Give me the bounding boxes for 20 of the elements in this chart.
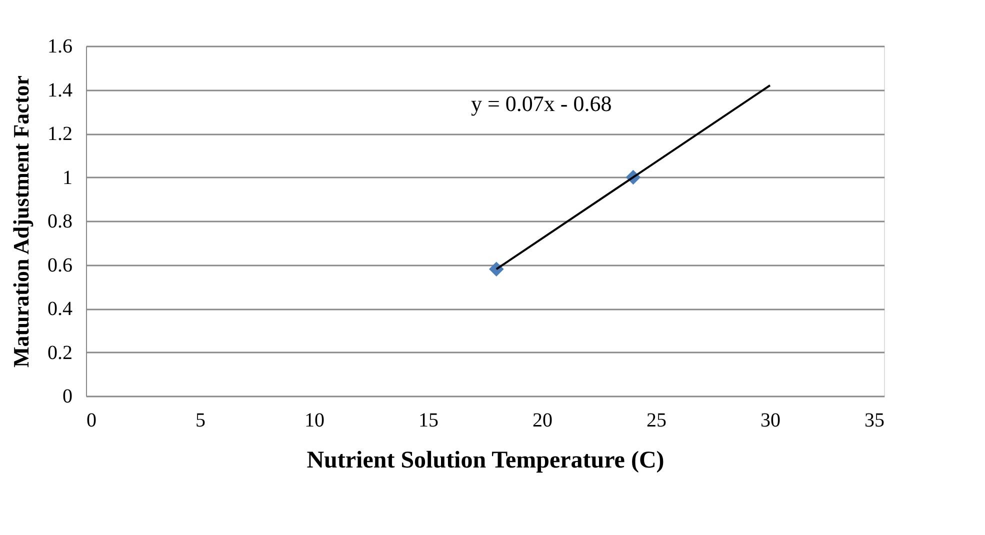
y-tick-label: 1 — [62, 166, 72, 189]
y-tick-label: 1.4 — [48, 79, 72, 102]
annotation: y = 0.07x - 0.68 — [471, 91, 612, 116]
y-axis-title: Maturation Adjustment Factor — [8, 75, 34, 368]
x-axis-title: Nutrient Solution Temperature (C) — [306, 448, 664, 474]
x-tick-label: 5 — [196, 410, 206, 432]
y-tick-label: 0.4 — [48, 298, 72, 320]
y-tick-label: 1.2 — [48, 123, 72, 145]
y-tick-label: 0.6 — [48, 254, 72, 276]
x-tick-label: 30 — [760, 410, 780, 432]
x-tick-label: 35 — [864, 410, 884, 432]
y-tick-label: 0.8 — [48, 210, 72, 232]
x-tick-label: 15 — [418, 410, 438, 432]
x-tick-label: 0 — [86, 410, 96, 432]
y-tick-label: 0.2 — [48, 342, 72, 364]
y-tick-label: 1.6 — [48, 36, 72, 58]
x-tick-label: 10 — [304, 410, 324, 432]
x-tick-label: 20 — [532, 410, 552, 432]
y-tick-label: 0 — [62, 386, 72, 408]
x-tick-label: 25 — [646, 410, 666, 432]
